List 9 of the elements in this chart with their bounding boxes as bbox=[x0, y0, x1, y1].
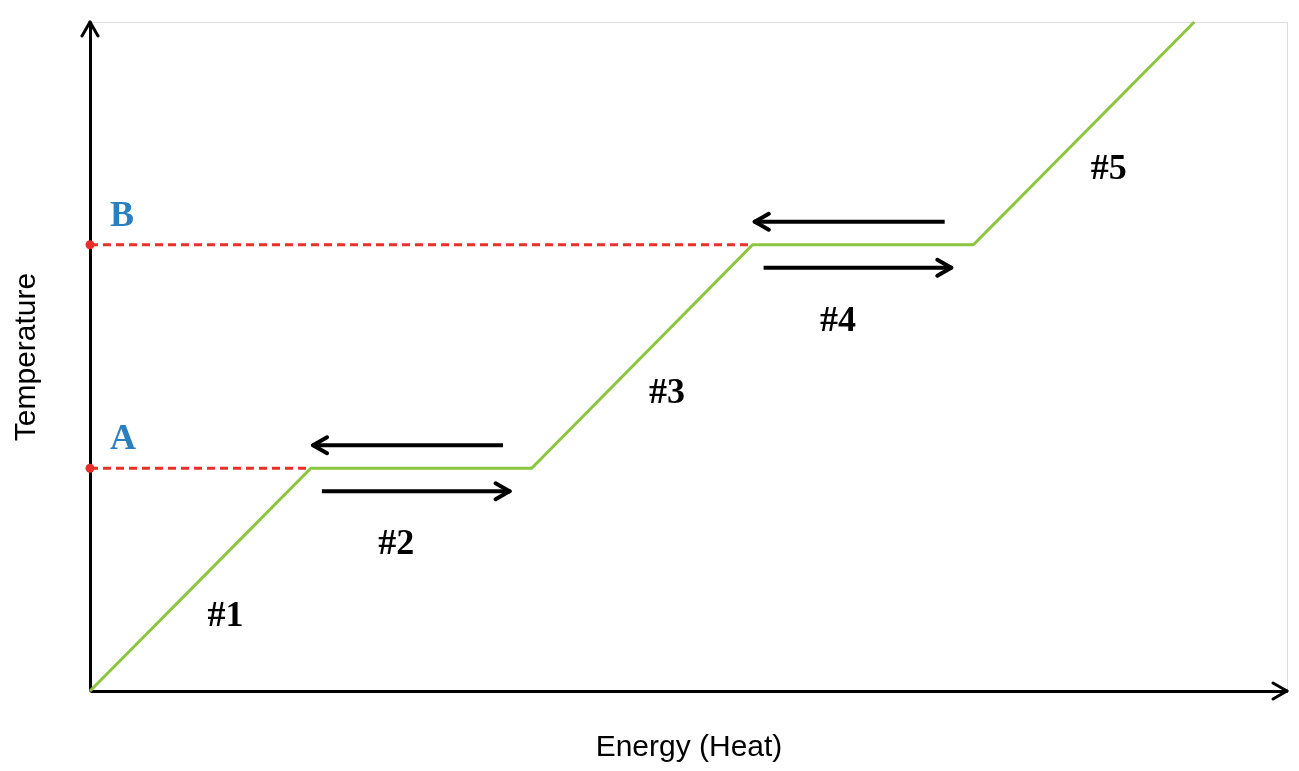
x-axis-title: Energy (Heat) bbox=[595, 728, 783, 762]
annotation: #2 bbox=[378, 522, 415, 563]
ref-line-label: B bbox=[110, 193, 135, 234]
ref-line-label: A bbox=[110, 417, 136, 458]
y-axis-title: Temperature bbox=[7, 272, 41, 442]
annotation: #3 bbox=[649, 370, 686, 411]
annotation: #1 bbox=[207, 593, 244, 634]
annotation: #4 bbox=[819, 298, 856, 339]
annotation: #5 bbox=[1090, 147, 1127, 188]
